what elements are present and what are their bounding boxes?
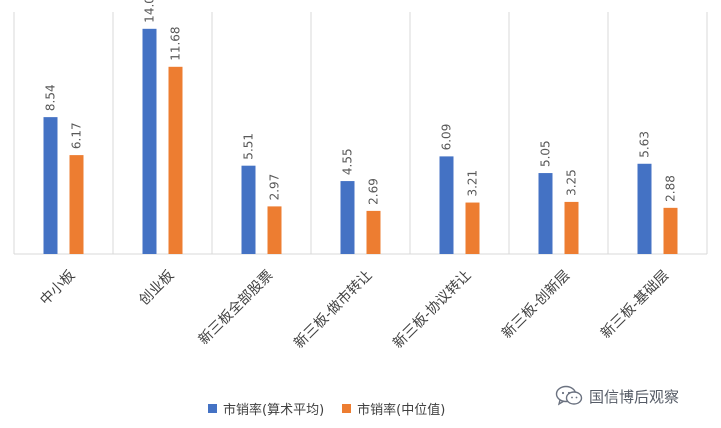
data-label-series-1-cat-5: 3.25 — [565, 169, 579, 196]
data-label-series-0-cat-3: 4.55 — [341, 148, 355, 175]
data-label-series-0-cat-6: 5.63 — [638, 131, 652, 158]
watermark-text: 国信博后观察 — [589, 387, 680, 406]
category-label-6: 新三板-基础层 — [597, 267, 672, 342]
bar-series-0-cat-0 — [43, 117, 58, 254]
data-label-series-0-cat-4: 6.09 — [440, 124, 454, 151]
data-label-series-0-cat-1: 14.05 — [143, 0, 157, 23]
legend-item-median: 市销率(中位值) — [342, 399, 445, 418]
bar-series-0-cat-6 — [637, 163, 652, 254]
category-label-5: 新三板-创新层 — [499, 268, 573, 342]
data-labels-group: 8.54 6.17 14.05 11.68 5.51 2.97 4.55 2.69 6.09 3.… — [44, 0, 678, 205]
category-label-4: 新三板-协议转让 — [390, 268, 474, 352]
data-label-series-1-cat-6: 2.88 — [664, 175, 678, 202]
category-label-2: 新三板全部股票 — [195, 267, 276, 348]
data-label-series-1-cat-1: 11.68 — [169, 26, 183, 60]
bar-series-0-cat-1 — [142, 28, 157, 255]
bar-series-1-cat-3 — [366, 210, 381, 254]
legend-swatch-median — [342, 403, 352, 413]
legend-label-mean: 市销率(算术平均) — [223, 402, 325, 418]
data-label-series-0-cat-5: 5.05 — [539, 140, 553, 167]
data-label-series-1-cat-0: 6.17 — [70, 122, 84, 149]
data-label-series-0-cat-2: 5.51 — [242, 133, 256, 160]
bar-series-1-cat-6 — [663, 207, 678, 254]
bar-series-0-cat-5 — [538, 173, 553, 254]
bar-series-1-cat-1 — [168, 66, 183, 254]
bar-series-0-cat-2 — [241, 165, 256, 254]
watermark: 国信博后观察 — [555, 385, 679, 407]
bar-series-1-cat-2 — [267, 206, 282, 254]
legend-item-mean: 市销率(算术平均) — [208, 399, 324, 418]
bar-series-0-cat-4 — [439, 156, 454, 254]
bar-series-1-cat-0 — [69, 155, 84, 254]
data-label-series-1-cat-3: 2.69 — [367, 178, 381, 205]
category-separators — [13, 12, 708, 254]
data-label-series-1-cat-2: 2.97 — [268, 174, 282, 201]
data-label-series-0-cat-0: 8.54 — [44, 84, 58, 111]
legend-label-median: 市销率(中位值) — [357, 402, 446, 418]
category-label-3: 新三板-做市转让 — [290, 267, 375, 352]
data-label-series-1-cat-4: 3.21 — [466, 170, 480, 197]
bar-series-0-cat-3 — [340, 181, 355, 254]
wechat-icon — [555, 385, 583, 406]
bar-series-1-cat-5 — [564, 201, 579, 254]
bar-series-1-cat-4 — [465, 202, 480, 254]
legend: 市销率(算术平均) 市销率(中位值) — [208, 398, 463, 418]
category-labels-group: 中小板 创业板 新三板全部股票 新三板-做市转让 新三板-协议转让 新三板-创新层 新三板-… — [37, 267, 672, 352]
category-label-1: 创业板 — [136, 268, 177, 309]
category-label-0: 中小板 — [37, 268, 78, 309]
legend-swatch-mean — [208, 403, 217, 413]
bars-group — [43, 28, 678, 255]
